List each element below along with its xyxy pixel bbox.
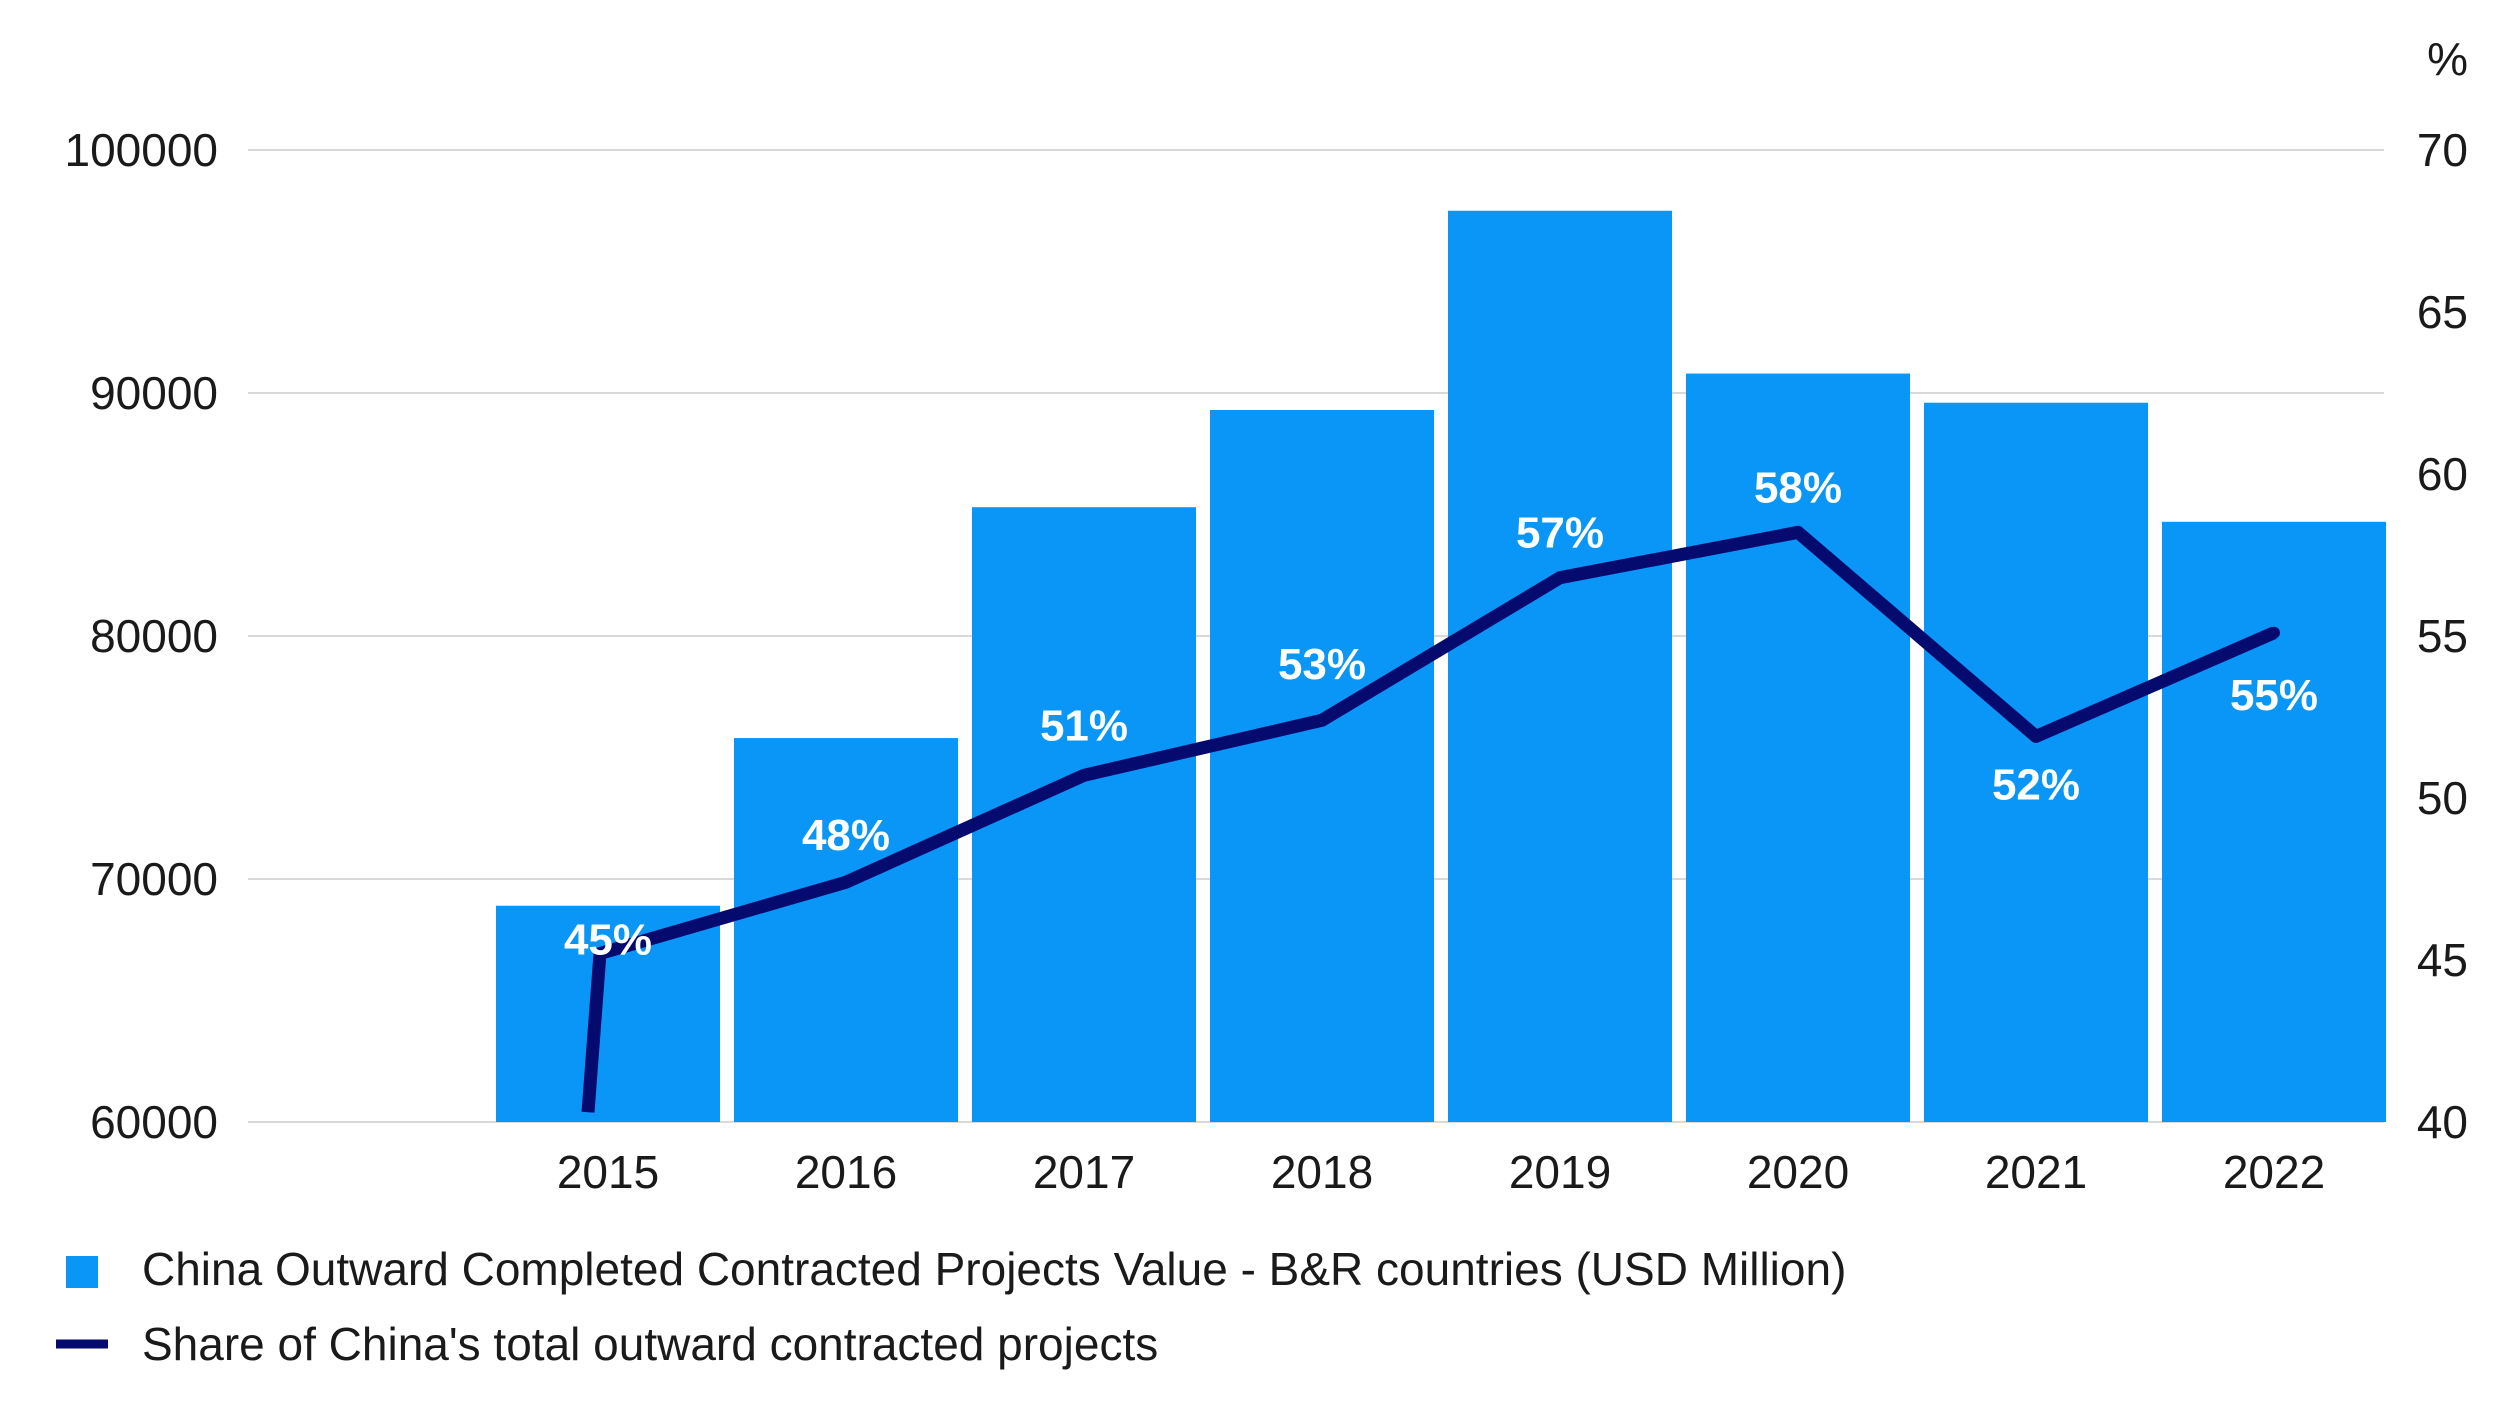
x-tick-label: 2016 bbox=[795, 1146, 897, 1198]
right-tick-label: 55 bbox=[2417, 610, 2468, 662]
line-point-2015 bbox=[594, 947, 606, 960]
right-tick-label: 60 bbox=[2417, 448, 2468, 500]
data-label-2016: 48% bbox=[802, 811, 890, 860]
left-tick-label: 80000 bbox=[90, 610, 218, 662]
bar-series bbox=[496, 210, 2386, 1123]
x-tick-label: 2015 bbox=[557, 1146, 659, 1198]
line-point-2020 bbox=[1792, 526, 1804, 539]
left-tick-label: 70000 bbox=[90, 853, 218, 905]
bar-2020 bbox=[1686, 373, 1910, 1122]
bar-2015 bbox=[496, 905, 720, 1122]
x-tick-label: 2019 bbox=[1509, 1146, 1611, 1198]
line-series bbox=[581, 525, 2280, 1113]
line-point-2017 bbox=[1078, 769, 1090, 782]
line-point-2018 bbox=[1316, 714, 1328, 727]
left-y-axis: 60000 70000 80000 90000 100000 bbox=[65, 124, 219, 1148]
x-axis: 2015 2016 2017 2018 2019 2020 2021 2022 bbox=[557, 1146, 2325, 1198]
right-axis-unit-label: % bbox=[2427, 33, 2468, 85]
x-tick-label: 2018 bbox=[1271, 1146, 1373, 1198]
legend: China Outward Completed Contracted Proje… bbox=[56, 1243, 1846, 1370]
x-tick-label: 2021 bbox=[1985, 1146, 2087, 1198]
x-tick-label: 2020 bbox=[1747, 1146, 1849, 1198]
x-tick-label: 2017 bbox=[1033, 1146, 1135, 1198]
bar-2019 bbox=[1448, 210, 1672, 1122]
bar-2018 bbox=[1210, 410, 1434, 1122]
legend-item-bar: China Outward Completed Contracted Proje… bbox=[66, 1243, 1846, 1295]
legend-item-line: Share of China's total outward contracte… bbox=[56, 1318, 1158, 1370]
right-tick-label: 70 bbox=[2417, 124, 2468, 176]
bar-2022 bbox=[2162, 521, 2386, 1122]
bar-2021 bbox=[1924, 402, 2148, 1123]
data-label-2020: 58% bbox=[1754, 463, 1842, 512]
data-label-2021: 52% bbox=[1992, 760, 2080, 809]
right-y-axis: % 40 45 50 55 60 65 70 bbox=[2417, 33, 2468, 1148]
data-labels: 45% 48% 51% 53% 57% 58% 52% 55% bbox=[564, 463, 2318, 964]
legend-line-label: Share of China's total outward contracte… bbox=[142, 1318, 1158, 1370]
left-tick-label: 60000 bbox=[90, 1096, 218, 1148]
legend-bar-swatch bbox=[66, 1256, 98, 1288]
right-tick-label: 65 bbox=[2417, 286, 2468, 338]
line-point-2021 bbox=[2030, 730, 2042, 743]
left-tick-label: 90000 bbox=[90, 367, 218, 419]
legend-bar-label: China Outward Completed Contracted Proje… bbox=[142, 1243, 1846, 1295]
line-point-2022 bbox=[2268, 626, 2280, 639]
line-point-2016 bbox=[840, 876, 852, 889]
data-label-2017: 51% bbox=[1040, 701, 1128, 750]
line-point-2019 bbox=[1554, 571, 1566, 584]
data-label-2022: 55% bbox=[2230, 671, 2318, 720]
right-tick-label: 45 bbox=[2417, 934, 2468, 986]
right-tick-label: 40 bbox=[2417, 1096, 2468, 1148]
data-label-2015: 45% bbox=[564, 916, 652, 965]
data-label-2018: 53% bbox=[1278, 640, 1366, 689]
left-tick-label: 100000 bbox=[65, 124, 219, 176]
bar-2016 bbox=[734, 738, 958, 1122]
right-tick-label: 50 bbox=[2417, 772, 2468, 824]
x-tick-label: 2022 bbox=[2223, 1146, 2325, 1198]
data-label-2019: 57% bbox=[1516, 509, 1604, 558]
